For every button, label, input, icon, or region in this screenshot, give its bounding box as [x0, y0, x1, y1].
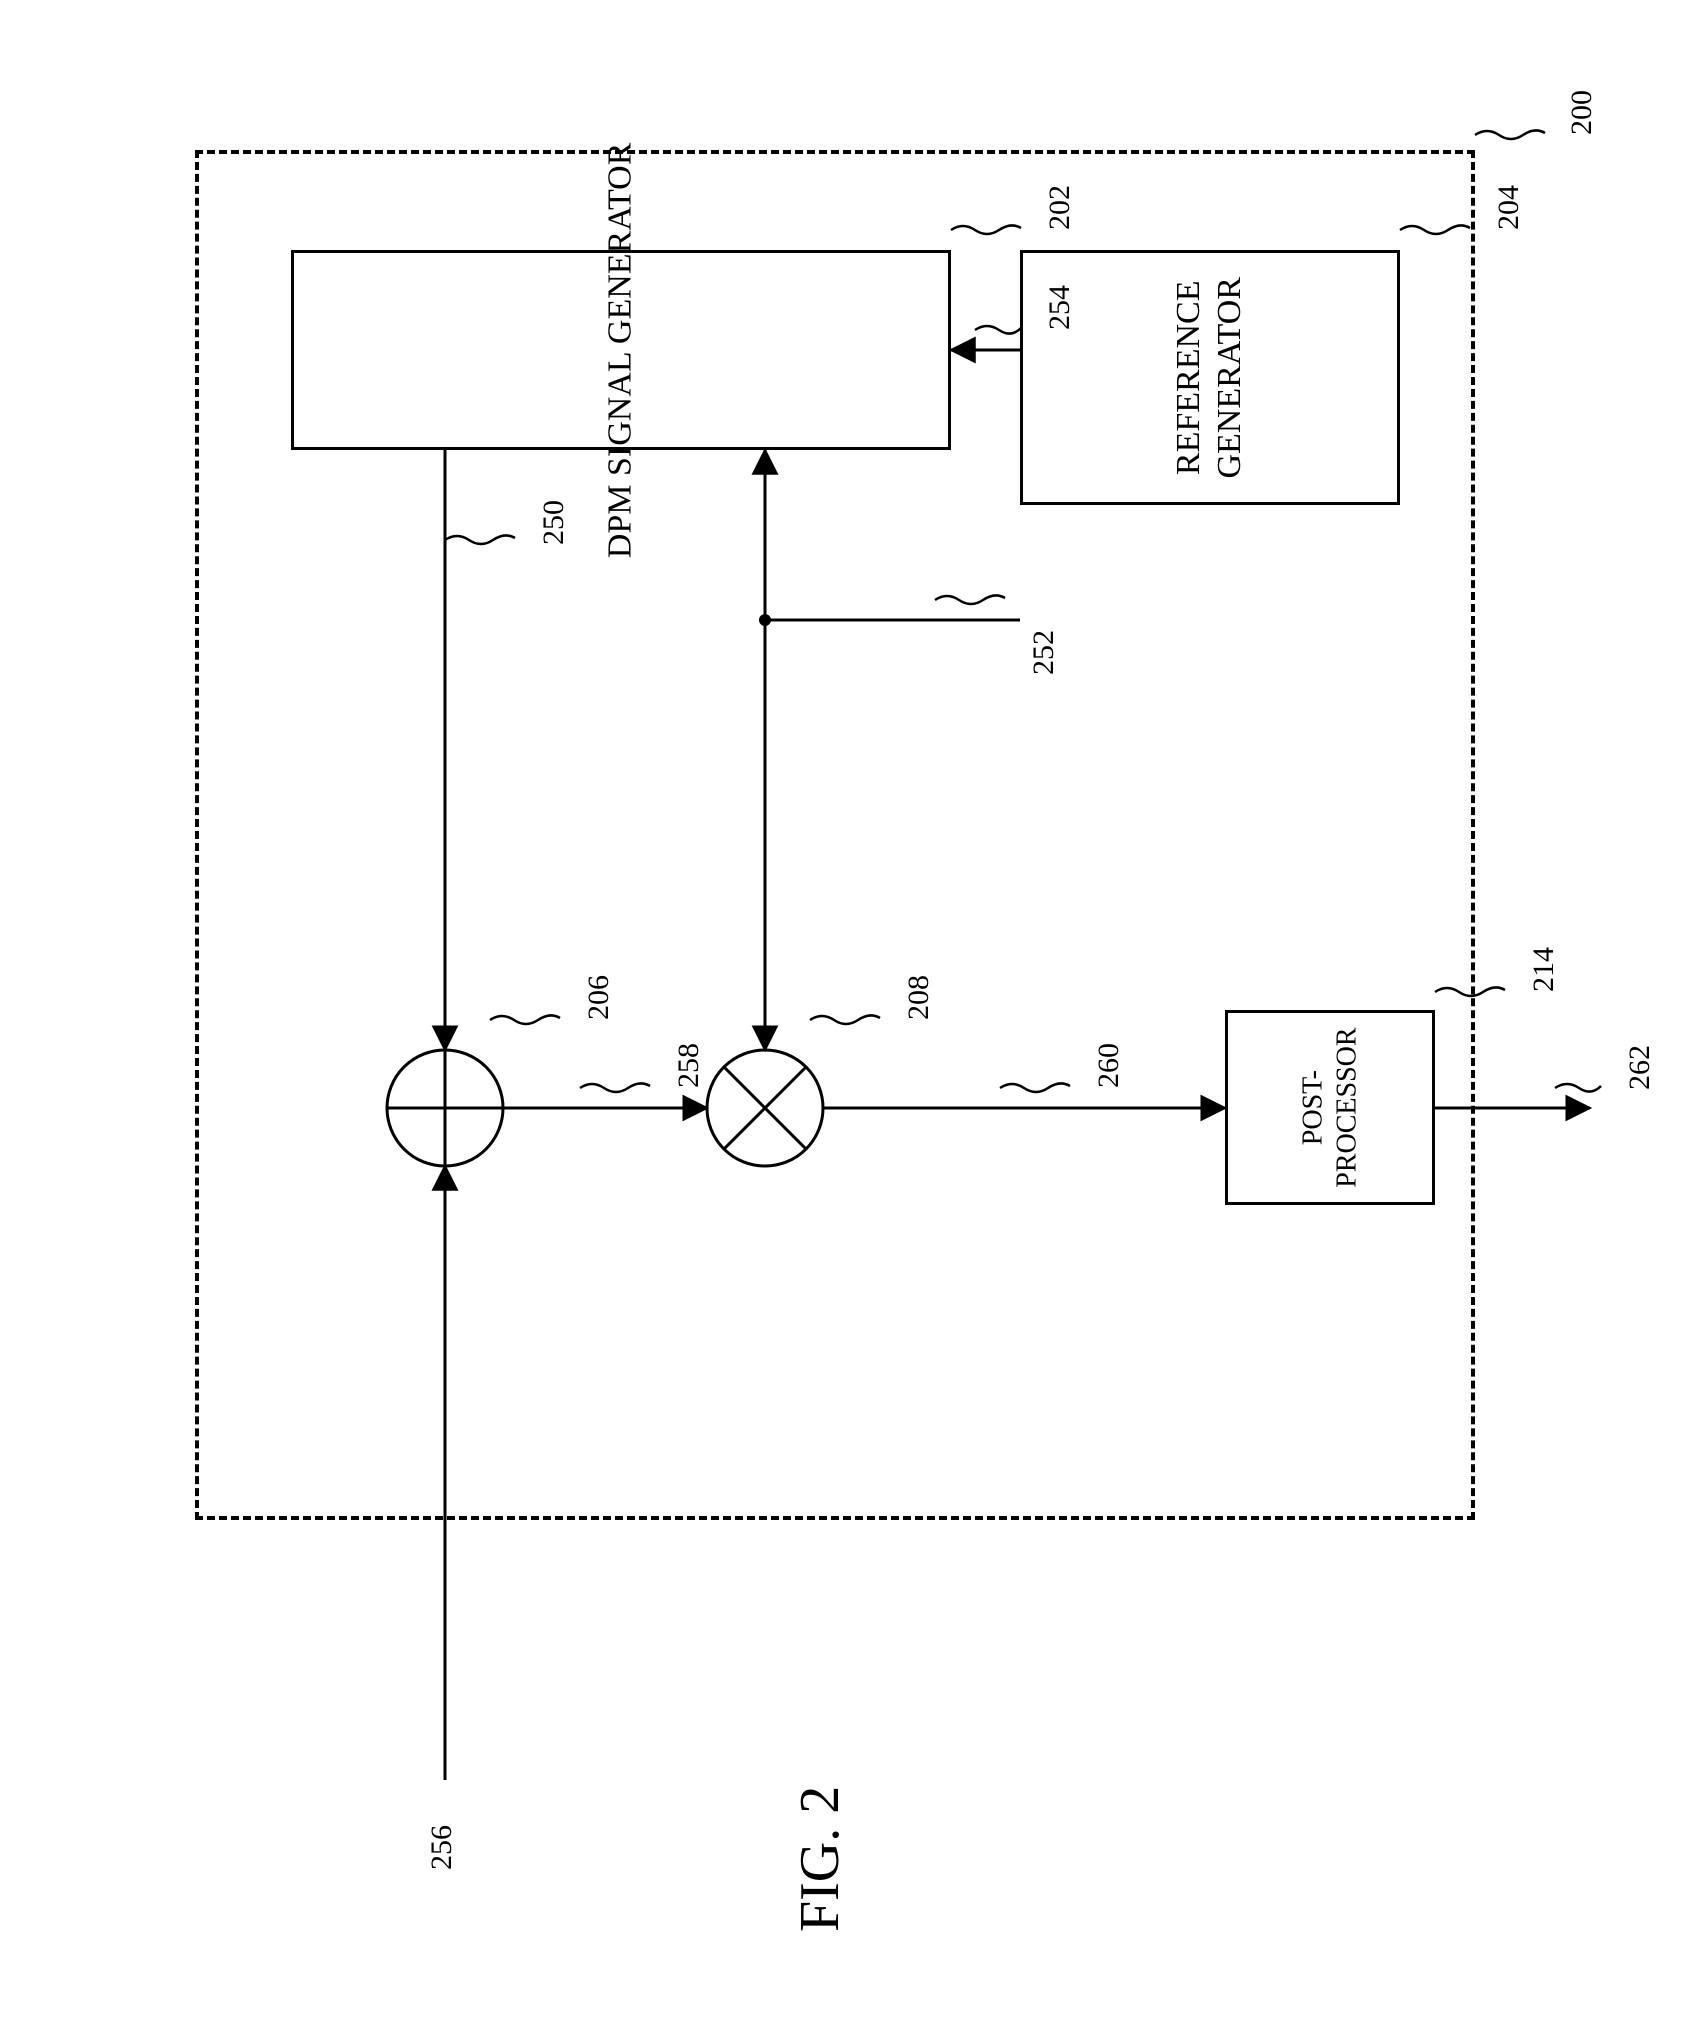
squiggle-252: [935, 595, 1005, 604]
ref-202: 202: [1043, 185, 1077, 230]
ref-250: 250: [537, 500, 571, 545]
figure-caption: FIG. 2: [788, 1732, 852, 1932]
figure-canvas: DPM SIGNAL GENERATOR REFERENCE GENERATOR…: [0, 0, 1704, 2043]
ref-260: 260: [1092, 1043, 1126, 1088]
squiggle-202: [951, 225, 1021, 234]
connections-layer: [0, 0, 1704, 2043]
ref-254: 254: [1043, 285, 1077, 330]
ref-200: 200: [1565, 90, 1599, 135]
ref-256: 256: [425, 1825, 459, 1870]
squiggle-262: [1555, 1084, 1601, 1092]
ref-252: 252: [1027, 630, 1061, 675]
squiggle-206: [490, 1015, 560, 1024]
squiggle-250: [445, 535, 515, 544]
squiggle-254: [975, 326, 1021, 334]
ref-258: 258: [672, 1043, 706, 1088]
squiggle-260: [1000, 1083, 1070, 1092]
summer-node: [387, 1050, 503, 1166]
ref-204: 204: [1492, 185, 1526, 230]
ref-262: 262: [1623, 1045, 1657, 1090]
squiggle-208: [810, 1015, 880, 1024]
ref-206: 206: [582, 975, 616, 1020]
squiggle-204: [1400, 225, 1470, 234]
ref-208: 208: [902, 975, 936, 1020]
squiggle-258: [580, 1083, 650, 1092]
squiggle-200: [1475, 130, 1545, 139]
squiggle-214: [1435, 987, 1505, 996]
mixer-node: [707, 1050, 823, 1166]
ref-214: 214: [1527, 947, 1561, 992]
